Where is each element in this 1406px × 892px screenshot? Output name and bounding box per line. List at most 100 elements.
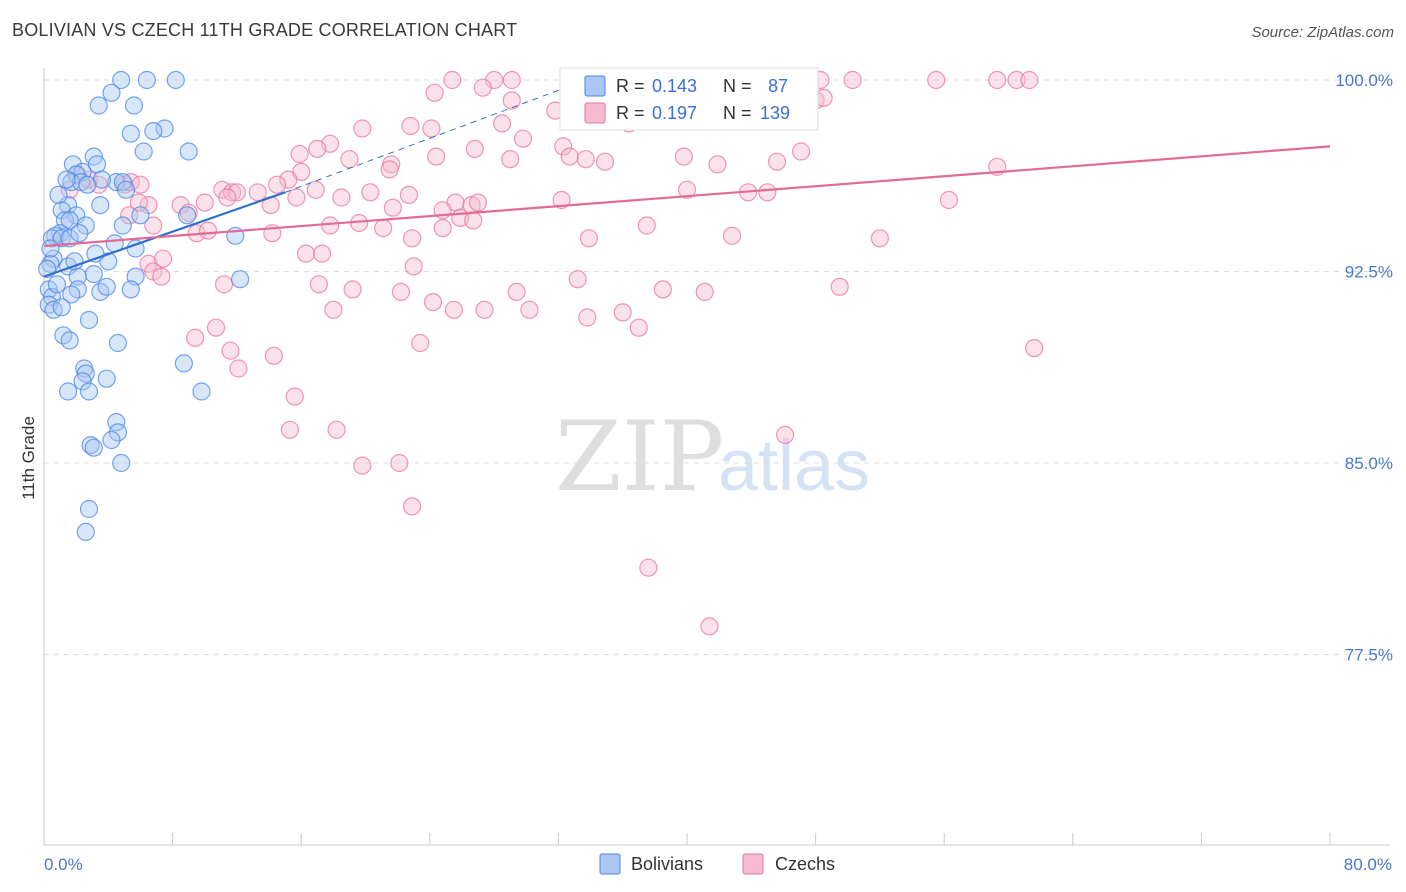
bottom-legend-label-bolivians: Bolivians — [631, 854, 703, 874]
czech-point — [700, 617, 719, 636]
czech-point — [464, 211, 483, 230]
czech-point — [758, 183, 777, 202]
bolivian-point — [112, 70, 131, 90]
czech-point — [653, 280, 673, 299]
bolivian-point — [79, 310, 99, 330]
bolivian-point — [60, 331, 79, 350]
bolivian-point — [79, 382, 99, 401]
bolivian-point — [63, 155, 83, 174]
czech-point — [221, 341, 240, 360]
czech-point — [290, 144, 309, 164]
bolivian-point — [131, 206, 150, 225]
y-tick-label: 92.5% — [1345, 263, 1393, 282]
czech-point — [404, 257, 423, 276]
czech-point — [465, 139, 484, 158]
czech-point — [423, 293, 443, 312]
bolivian-point — [79, 499, 99, 519]
czech-point — [775, 425, 795, 444]
czech-point — [380, 160, 399, 179]
czech-point — [327, 420, 346, 439]
bolivian-point — [62, 285, 81, 304]
bolivian-point — [91, 196, 110, 215]
czech-point — [285, 387, 304, 406]
czech-point — [674, 147, 693, 166]
czech-point — [186, 328, 205, 347]
czech-point — [639, 558, 658, 577]
czech-point — [552, 190, 571, 210]
czech-point — [296, 244, 316, 263]
czech-point — [502, 70, 521, 90]
bolivian-point — [178, 206, 197, 225]
trend-lines — [43, 71, 1331, 278]
bolivian-point — [97, 277, 116, 296]
czech-point — [560, 147, 579, 166]
czech-point — [422, 119, 441, 138]
y-tick-label: 100.0% — [1335, 71, 1393, 90]
bolivian-point — [68, 267, 87, 286]
y-tick-label: 85.0% — [1345, 454, 1393, 473]
legend-r-label-1: R = — [616, 76, 645, 96]
czech-point — [1025, 339, 1044, 358]
y-tick-label: 77.5% — [1345, 646, 1393, 665]
czech-point — [214, 275, 234, 294]
czech-point — [229, 359, 248, 378]
czech-point — [131, 175, 150, 194]
czech-point — [501, 150, 520, 169]
bolivian-point — [84, 265, 103, 284]
x-tick-label-min: 0.0% — [44, 855, 83, 874]
bolivian-point — [144, 122, 163, 141]
czech-point — [637, 216, 656, 235]
bolivian-point — [60, 211, 79, 230]
watermark-atlas: atlas — [718, 426, 870, 506]
czech-point — [767, 152, 787, 171]
y-axis-label: 11th Grade — [19, 416, 38, 500]
czech-point — [206, 318, 226, 337]
czech-point — [152, 267, 171, 286]
czech-point — [403, 229, 422, 248]
series-legend: Bolivians Czechs — [599, 853, 835, 875]
czech-point — [507, 282, 526, 301]
series-bolivians — [38, 70, 250, 542]
czech-point — [321, 216, 340, 235]
czech-point — [695, 282, 714, 301]
czech-point — [579, 229, 599, 248]
czech-point — [502, 91, 521, 110]
czech-point — [1020, 70, 1039, 90]
bolivian-point — [41, 254, 60, 273]
czech-point — [391, 282, 410, 301]
czech-point — [218, 188, 237, 207]
x-tick-label-max: 80.0% — [1344, 855, 1392, 874]
czech-point — [1007, 70, 1026, 90]
bolivian-point — [107, 173, 126, 192]
czech-point — [493, 114, 512, 133]
bottom-legend-swatch-czechs — [742, 853, 764, 875]
bolivian-point — [44, 249, 63, 268]
czech-point — [411, 333, 430, 353]
bolivian-point — [116, 180, 136, 199]
czech-point — [468, 193, 488, 212]
czech-point — [403, 497, 422, 516]
bolivian-point — [52, 298, 71, 317]
czech-point — [268, 175, 287, 194]
czech-point — [280, 420, 299, 439]
czech-point — [144, 216, 163, 235]
czech-point — [248, 183, 267, 202]
czech-point — [578, 308, 597, 327]
bolivian-point — [112, 453, 131, 473]
bolivian-point — [179, 142, 198, 161]
bolivian-point — [192, 382, 211, 401]
bolivian-point — [97, 369, 116, 388]
czech-point — [279, 170, 298, 189]
legend-r-label-2: R = — [616, 103, 645, 123]
czech-point — [340, 150, 359, 169]
bolivian-point — [102, 430, 121, 450]
czech-point — [870, 229, 890, 248]
bolivian-point — [121, 124, 140, 143]
legend-n-label-2: N = — [723, 103, 752, 123]
bottom-legend-swatch-bolivians — [599, 853, 621, 875]
bolivian-point — [70, 224, 89, 243]
czech-point — [153, 249, 173, 268]
bolivian-point — [49, 185, 68, 204]
legend-r-value-2: 0.197 — [652, 103, 697, 123]
czech-point — [343, 280, 362, 299]
